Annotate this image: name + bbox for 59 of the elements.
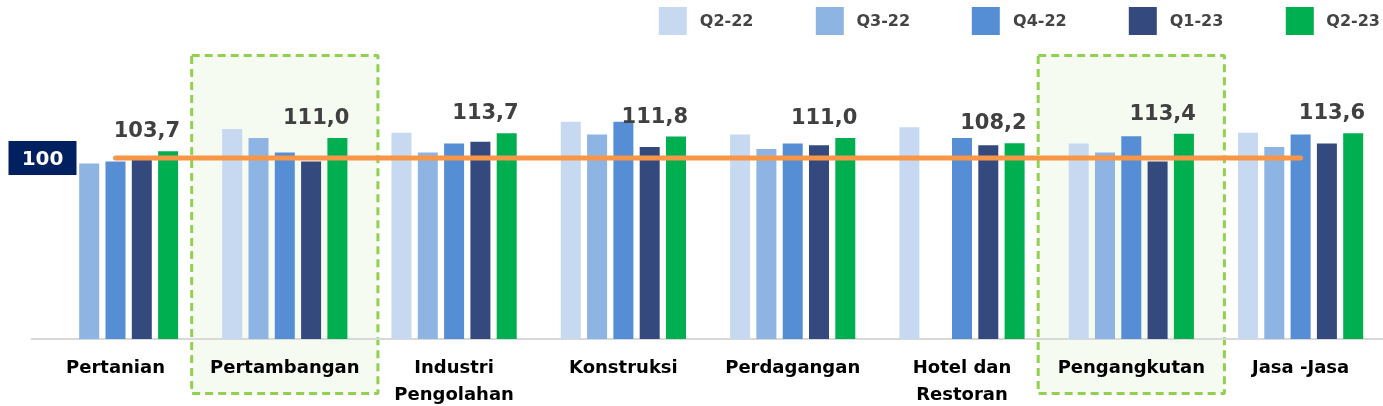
bar [1068, 143, 1089, 339]
bar [560, 121, 581, 339]
bar [756, 148, 777, 339]
bar [131, 159, 152, 339]
data-label: 108,2 [960, 110, 1027, 135]
data-label: 113,6 [1298, 100, 1366, 125]
bar [301, 161, 322, 339]
legend-label: Q1-23 [1169, 11, 1224, 30]
bar [639, 147, 660, 339]
bar [158, 151, 179, 339]
bar [79, 163, 100, 339]
bar [444, 143, 465, 339]
bar [587, 134, 608, 339]
legend-label: Q2-23 [1326, 11, 1380, 30]
data-label: 113,4 [1129, 100, 1196, 125]
bar [274, 152, 295, 339]
bar [809, 145, 829, 339]
x-tick-label: Hotel dan Restoran [912, 356, 1012, 405]
bar [666, 136, 686, 339]
bar [1316, 143, 1337, 339]
bar [1343, 133, 1364, 339]
bar [1095, 152, 1115, 339]
bar [1121, 136, 1142, 339]
x-tick-label: Jasa -Jasa [1250, 356, 1350, 377]
data-label: 111,0 [790, 105, 858, 130]
data-label: 113,7 [452, 100, 519, 125]
legend-label: Q4-22 [1013, 11, 1067, 30]
bar [496, 133, 517, 339]
bar [835, 138, 856, 339]
bar [1238, 132, 1258, 339]
bar [1290, 134, 1311, 339]
bar [1004, 143, 1025, 339]
ref-line-label: 100 [21, 145, 64, 170]
bar [730, 134, 751, 339]
bar [470, 141, 491, 339]
x-tick-label: Pertambangan [210, 356, 360, 377]
x-tick-label: Industri Pengolahan [394, 356, 514, 405]
bar [782, 143, 803, 339]
bar [327, 138, 348, 339]
bar [105, 161, 126, 339]
data-label: 103,7 [113, 118, 181, 143]
bar [417, 152, 438, 339]
legend-label: Q3-22 [856, 11, 911, 30]
x-tick-label: Perdagangan [725, 356, 861, 377]
bar [1264, 147, 1285, 339]
bar [248, 138, 269, 339]
legend-label: Q2-22 [699, 11, 754, 30]
bar [952, 138, 972, 339]
x-tick-label: Pengangkutan [1057, 356, 1205, 377]
bar [1173, 133, 1194, 339]
x-tick-label: Konstruksi [569, 356, 678, 377]
x-tick-label: Pertanian [66, 356, 165, 377]
bar [978, 145, 999, 339]
bar [391, 132, 412, 339]
bar [1147, 161, 1168, 339]
bar [222, 129, 243, 339]
data-label: 111,8 [621, 103, 689, 128]
bar [899, 127, 920, 339]
data-label: 111,0 [282, 105, 350, 130]
